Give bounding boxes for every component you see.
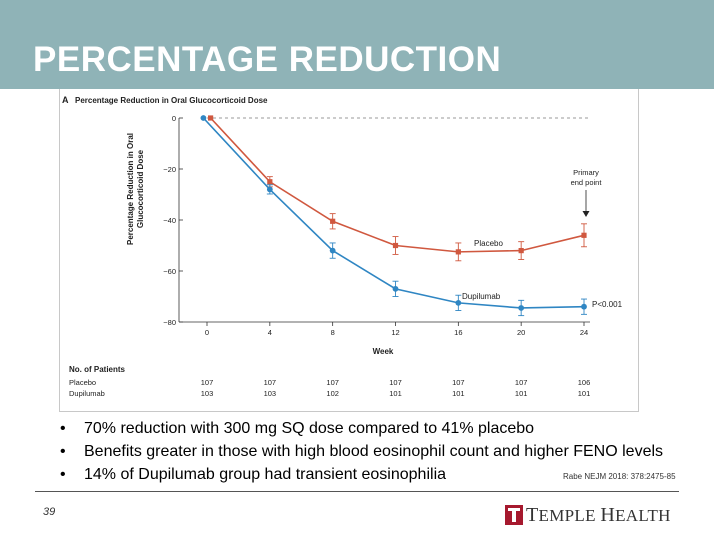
data-point-dupilumab — [392, 285, 399, 292]
patient-count-dupilumab: 103 — [264, 389, 277, 398]
data-point-placebo — [518, 248, 524, 254]
data-point-dupilumab — [518, 305, 525, 311]
data-point-placebo — [267, 179, 273, 185]
page-number: 39 — [43, 506, 56, 518]
data-point-dupilumab — [200, 115, 207, 121]
chart-figure: A Percentage Reduction in Oral Glucocort… — [59, 89, 639, 412]
primary-endpoint-label-1: Primary — [573, 168, 599, 177]
patient-count-placebo: 107 — [264, 378, 277, 387]
patient-count-dupilumab: 101 — [389, 389, 402, 398]
x-tick-label: 16 — [454, 328, 462, 337]
p-value-label: P<0.001 — [592, 300, 623, 309]
citation-text: Rabe NEJM 2018: 378:2475-85 — [563, 472, 676, 481]
y-axis-label-line-1: Percentage Reduction in Oral — [126, 133, 135, 245]
key-findings-list: 70% reduction with 300 mg SQ dose compar… — [58, 417, 663, 486]
y-tick-label: −80 — [163, 318, 176, 327]
panel-letter: A — [62, 95, 69, 105]
footer-divider — [35, 491, 679, 492]
data-point-placebo — [392, 242, 399, 249]
legend-label-dupilumab: Dupilumab — [462, 292, 501, 301]
series-line-dupilumab — [202, 117, 585, 309]
patient-count-placebo: 107 — [452, 378, 465, 387]
patient-count-placebo: 107 — [515, 378, 528, 387]
primary-endpoint-arrowhead — [582, 211, 590, 217]
data-point-placebo — [581, 232, 587, 238]
data-point-dupilumab — [581, 303, 587, 310]
patients-header: No. of Patients — [69, 365, 126, 374]
y-tick-label: −40 — [163, 216, 176, 225]
x-tick-label: 0 — [205, 328, 209, 337]
patient-count-dupilumab: 101 — [578, 389, 591, 398]
y-tick-label: 0 — [172, 114, 176, 123]
y-tick-label: −60 — [163, 267, 176, 276]
data-point-dupilumab — [329, 247, 336, 254]
data-point-placebo — [330, 218, 336, 224]
x-tick-label: 12 — [391, 328, 399, 337]
patient-count-placebo: 107 — [201, 378, 214, 387]
data-point-dupilumab — [455, 299, 462, 306]
finding-bullet-2: Benefits greater in those with high bloo… — [58, 440, 663, 463]
data-point-dupilumab — [266, 186, 273, 193]
title-bar: PERCENTAGE REDUCTION — [0, 0, 714, 89]
patient-count-placebo: 106 — [578, 378, 591, 387]
finding-bullet-3: 14% of Dupilumab group had transient eos… — [58, 463, 663, 486]
primary-endpoint-label-2: end point — [571, 178, 603, 187]
patient-count-dupilumab: 102 — [326, 389, 339, 398]
patient-count-placebo: 107 — [389, 378, 402, 387]
x-axis-label: Week — [373, 347, 394, 356]
patients-row-label-dupilumab: Dupilumab — [69, 389, 105, 398]
x-tick-label: 4 — [268, 328, 272, 337]
x-tick-label: 8 — [331, 328, 335, 337]
patient-count-dupilumab: 101 — [452, 389, 465, 398]
logo-wordmark: TEMPLE HEALTH — [526, 503, 671, 526]
temple-t-icon — [505, 505, 523, 525]
patient-count-placebo: 107 — [326, 378, 339, 387]
slide-title: PERCENTAGE REDUCTION — [33, 40, 502, 79]
x-tick-label: 20 — [517, 328, 525, 337]
patient-count-dupilumab: 103 — [201, 389, 214, 398]
patients-row-label-placebo: Placebo — [69, 378, 96, 387]
y-tick-label: −20 — [163, 165, 176, 174]
data-point-placebo — [455, 249, 461, 255]
finding-bullet-1: 70% reduction with 300 mg SQ dose compar… — [58, 417, 663, 440]
x-tick-label: 24 — [580, 328, 588, 337]
line-chart: A Percentage Reduction in Oral Glucocort… — [62, 95, 623, 398]
temple-health-logo: TEMPLE HEALTH — [505, 504, 671, 526]
patient-count-dupilumab: 101 — [515, 389, 528, 398]
y-axis-label-line-2: Glucocorticoid Dose — [136, 149, 145, 228]
chart-title: Percentage Reduction in Oral Glucocortic… — [75, 96, 268, 105]
data-point-placebo — [208, 115, 214, 121]
legend-label-placebo: Placebo — [474, 239, 503, 248]
